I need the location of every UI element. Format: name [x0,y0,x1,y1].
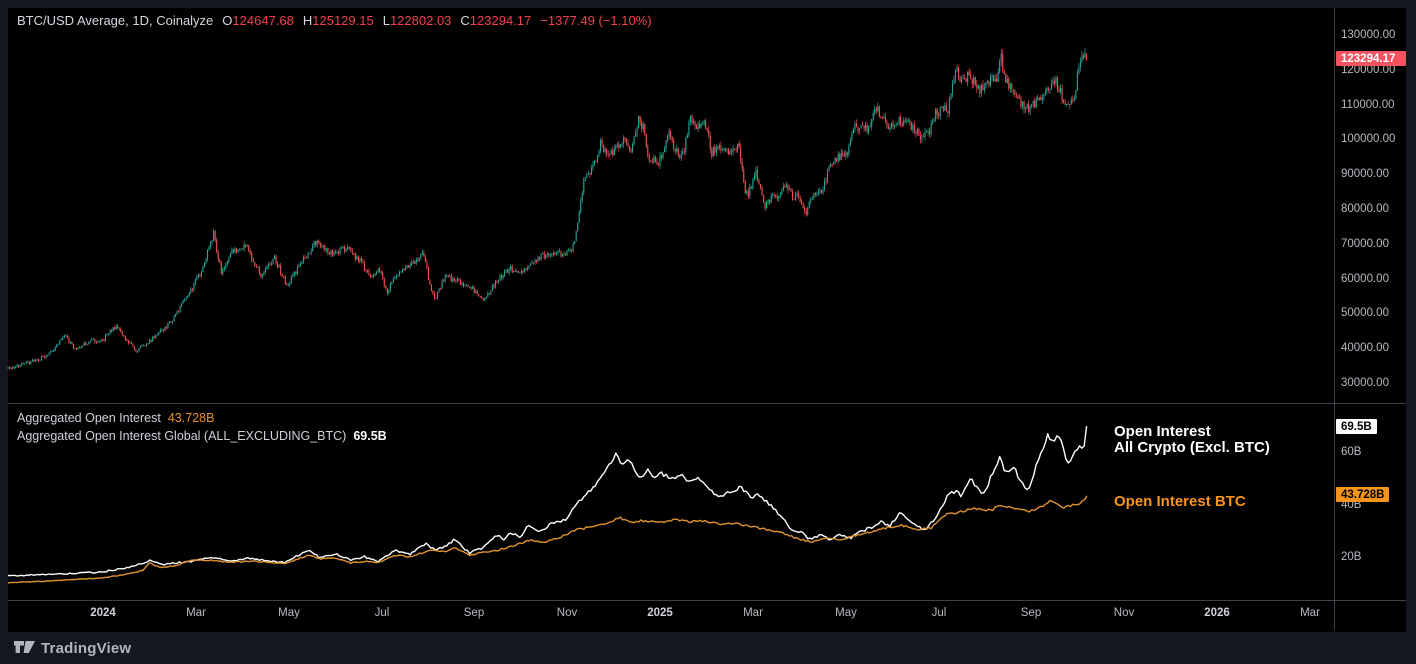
price-axis-tick: 110000.00 [1341,99,1395,111]
time-axis-tick: Jul [931,607,947,619]
price-axis-border [1334,8,1335,630]
chart-plot-area[interactable] [8,8,1406,632]
open-interest-legend[interactable]: Aggregated Open Interest 43.728B Aggregat… [17,409,387,445]
oi-global-legend-row: Aggregated Open Interest Global (ALL_EXC… [17,427,387,445]
oi-all-crypto-value-badge: 69.5B [1336,419,1377,434]
oi-all-crypto-line [7,426,1088,577]
price-axis-tick: 100000.00 [1341,133,1396,145]
annotation-open-interest-btc: Open Interest BTC [1114,493,1246,510]
time-axis-tick: May [835,607,857,619]
last-price-badge: 123294.17 [1336,51,1406,66]
price-axis-tick: 120000.00 [1341,64,1396,76]
ohlc-open: O124647.68 [222,13,294,28]
change-value: −1377.49 (−1.10%) [540,13,652,28]
time-axis-tick: Sep [463,607,485,619]
price-axis-tick: 130000.00 [1341,29,1396,41]
price-axis-tick: 90000.00 [1341,168,1389,180]
oi-axis-tick: 20B [1341,551,1362,563]
time-axis-tick: Mar [186,607,206,619]
time-axis[interactable]: 2024 Mar May Jul Sep Nov 2025 Mar May Jul Sep Nov 20… [8,600,1406,630]
time-axis-tick: Jul [374,607,390,619]
oi-btc-line [7,495,1088,584]
price-axis-tick: 40000.00 [1341,342,1389,354]
time-axis-tick: Sep [1020,607,1042,619]
price-axis[interactable]: 130000.00 120000.00 110000.00 100000.00 9000… [1334,8,1406,600]
oi-btc-value-badge: 43.728B [1336,487,1390,502]
ohlc-low: L122802.03 [382,13,452,28]
time-axis-tick: 2025 [647,607,673,619]
time-axis-tick: Nov [1113,607,1135,619]
oi-global-legend-label: Aggregated Open Interest Global (ALL_EXC… [17,429,347,443]
oi-btc-legend-value: 43.728B [167,411,215,425]
time-axis-tick: May [278,607,300,619]
price-axis-tick: 80000.00 [1341,203,1389,215]
time-axis-tick: Mar [1300,607,1320,619]
ohlc-high: H125129.15 [302,13,374,28]
tradingview-brand-link[interactable]: TradingView [41,639,132,657]
candlestick-series [7,47,1088,370]
tradingview-logo-icon[interactable] [14,640,36,656]
pane-separator[interactable] [8,403,1406,404]
price-axis-tick: 70000.00 [1341,238,1389,250]
oi-btc-legend-row: Aggregated Open Interest 43.728B [17,409,387,427]
oi-axis-tick: 60B [1341,446,1362,458]
oi-global-legend-value: 69.5B [353,429,387,443]
oi-axis-tick: 40B [1341,499,1362,511]
price-axis-tick: 50000.00 [1341,307,1389,319]
oi-btc-legend-label: Aggregated Open Interest [17,411,161,425]
price-axis-tick: 60000.00 [1341,273,1389,285]
time-axis-tick: 2026 [1204,607,1230,619]
ohlc-close: C123294.17 [460,13,532,28]
time-axis-border [8,600,1406,601]
attribution-bar: TradingView [0,632,1416,664]
symbol-title: BTC/USD Average, 1D, Coinalyze [17,13,214,28]
time-axis-tick: 2024 [90,607,116,619]
symbol-legend[interactable]: BTC/USD Average, 1D, Coinalyze O124647.68… [17,13,652,28]
price-axis-tick: 30000.00 [1341,377,1389,389]
time-axis-tick: Nov [556,607,578,619]
time-axis-tick: Mar [743,607,763,619]
annotation-open-interest-all-crypto: Open Interest All Crypto (Excl. BTC) [1114,423,1270,456]
